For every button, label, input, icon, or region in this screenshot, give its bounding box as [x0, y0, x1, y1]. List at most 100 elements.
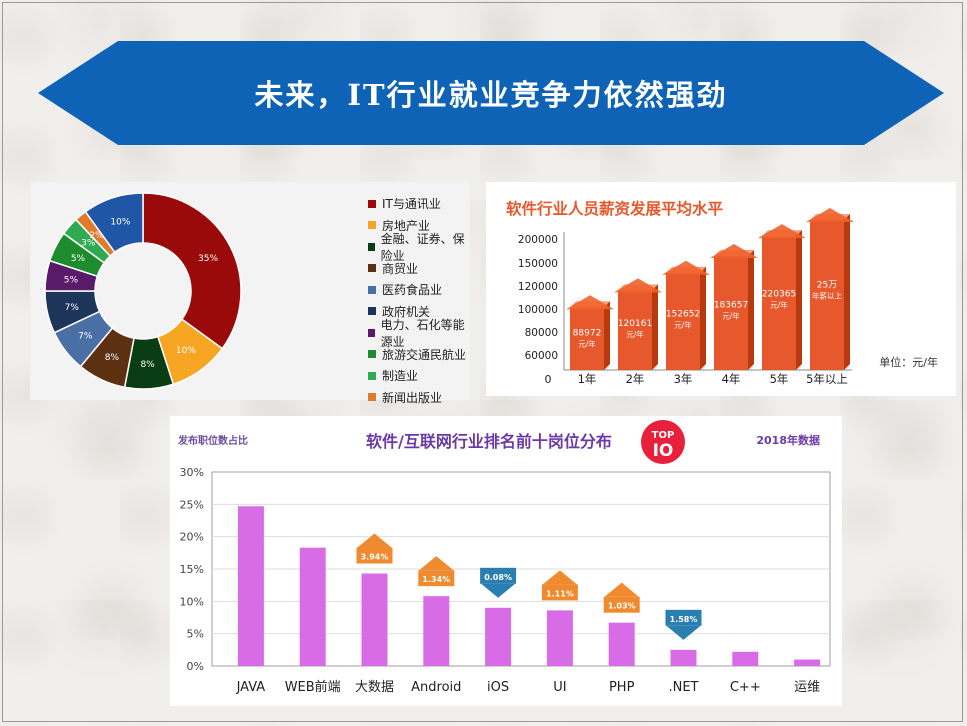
job-bar-4	[423, 596, 450, 666]
donut-slice-extra-label: 10%	[110, 218, 130, 228]
salary-y-tick: 200000	[518, 234, 558, 246]
legend-swatch	[368, 242, 375, 251]
legend-swatch	[368, 393, 376, 402]
donut-slice-3-label: 8%	[140, 360, 155, 370]
salary-y-tick: 120000	[518, 281, 558, 293]
change-label: 1.34%	[422, 575, 450, 584]
job-bar-6	[546, 610, 573, 666]
salary-value-label: 120161	[618, 319, 652, 329]
job-x-label: WEB前端	[285, 679, 341, 695]
job-bar-8	[670, 649, 697, 666]
job-bar-5	[485, 607, 512, 666]
salary-bar-3	[662, 260, 710, 370]
salary-value-unit: 年薪以上	[812, 291, 842, 301]
decrease-arrow: 1.58%	[665, 609, 702, 640]
bar-chart-title: 软件/互联网行业排名前十岗位分布	[366, 432, 612, 451]
salary-x-tick: 3年	[674, 372, 693, 386]
industry-donut-chart: 35% 10% 8% 8% 7% 7% 5% 5% 3% 2% 10% IT与通讯业 房地产业 金融、证…	[30, 182, 470, 405]
bar-year-note: 2018年数据	[756, 434, 820, 447]
change-label: 1.58%	[670, 615, 698, 624]
salary-unit-label: 单位：元/年	[879, 356, 938, 369]
legend-swatch	[368, 371, 376, 380]
bar-y-tick: 25%	[180, 498, 204, 511]
job-x-label: 大数据	[355, 680, 394, 695]
salary-svg: 200000 150000 120000 100000 80000 60000 0 88972…	[518, 208, 854, 386]
legend-swatch	[368, 221, 376, 230]
job-distribution-chart: 发布职位数占比 软件/互联网行业排名前十岗位分布 2018年数据 0% 5% 10%…	[170, 416, 842, 706]
salary-value-unit: 元/年	[770, 299, 788, 309]
job-x-label: PHP	[609, 680, 635, 695]
salary-y-tick: 60000	[525, 350, 558, 362]
job-bar-10	[794, 659, 821, 666]
change-label: 1.11%	[546, 589, 574, 598]
job-bar-1	[237, 506, 264, 666]
salary-value-label: 25万	[817, 281, 837, 291]
legend-item: 医药食品业	[368, 279, 470, 301]
legend-label: 医药食品业	[382, 283, 443, 298]
change-label: 0.08%	[484, 573, 512, 582]
donut-slice-10-label: 2%	[89, 231, 104, 241]
legend-swatch	[368, 285, 376, 294]
legend-label: 政府机关	[382, 304, 431, 319]
legend-swatch	[368, 350, 376, 359]
legend-label: 旅游交通民航业	[382, 347, 467, 362]
salary-x-origin: 0	[545, 373, 552, 386]
salary-y-tick: 100000	[518, 304, 558, 316]
legend-item: IT与通讯业	[368, 193, 470, 215]
slide-title: 未来，IT行业就业竞争力依然强劲	[254, 78, 728, 112]
job-x-label: C++	[730, 680, 761, 695]
legend-item: 商贸业	[368, 258, 470, 280]
top10-badge-num: IO	[653, 441, 674, 461]
job-bar-3	[361, 573, 388, 666]
salary-value-unit: 元/年	[674, 320, 692, 330]
legend-item: 制造业	[368, 365, 470, 387]
legend-item: 电力、石化等能源业	[368, 318, 470, 349]
top10-badge-top: TOP	[652, 430, 675, 441]
salary-x-tick: 1年	[578, 372, 597, 386]
legend-label: IT与通讯业	[382, 197, 441, 212]
bar-y-tick: 15%	[180, 563, 204, 576]
title-banner	[38, 41, 944, 145]
donut-slice-7-label: 5%	[64, 276, 79, 286]
legend-swatch	[368, 199, 376, 208]
salary-value-unit: 元/年	[578, 339, 596, 349]
change-label: 3.94%	[361, 553, 389, 562]
bar-y-tick: 10%	[180, 595, 204, 608]
legend-item: 新闻出版业	[368, 387, 470, 409]
donut-svg: 35% 10% 8% 8% 7% 7% 5% 5% 3%2% 10%	[44, 192, 242, 390]
job-x-label: iOS	[487, 680, 509, 695]
salary-y-tick: 80000	[525, 327, 558, 339]
job-bar-2	[299, 547, 326, 666]
job-x-label: .NET	[668, 680, 698, 695]
job-bar-7	[608, 622, 635, 666]
legend-label: 商贸业	[382, 261, 419, 276]
job-bar-9	[732, 651, 759, 666]
decrease-arrow: 0.08%	[480, 567, 517, 598]
donut-slice-2-label: 10%	[176, 346, 196, 356]
salary-value-label: 152652	[666, 310, 700, 320]
donut-slice-extra	[84, 192, 144, 254]
bar-y-tick: 0%	[187, 660, 204, 673]
bar-y-tick: 30%	[180, 466, 204, 479]
salary-x-tick: 5年	[770, 372, 789, 386]
increase-arrow: 1.34%	[418, 556, 455, 587]
job-x-label: UI	[553, 680, 566, 695]
legend-label: 房地产业	[382, 218, 431, 233]
salary-bar-4	[710, 243, 758, 370]
legend-swatch	[368, 264, 376, 273]
donut-slice-6-label: 7%	[65, 303, 80, 313]
increase-arrow: 1.03%	[603, 582, 640, 613]
legend-label: 制造业	[382, 369, 419, 384]
legend-swatch	[368, 307, 376, 316]
donut-legend: IT与通讯业 房地产业 金融、证券、保险业 商贸业 医药食品业 政府机关 电力、石化等能源业…	[368, 193, 470, 408]
job-x-label: Android	[411, 680, 461, 695]
donut-slice-5-label: 7%	[78, 332, 93, 342]
donut-slice-1-label: 35%	[198, 254, 218, 264]
salary-value-label: 88972	[573, 329, 602, 339]
salary-bar-6	[806, 208, 854, 370]
salary-bar-1	[566, 295, 614, 370]
salary-value-label: 220365	[762, 289, 796, 299]
donut-slice-1	[142, 192, 242, 350]
bar-y-tick: 20%	[180, 531, 204, 544]
